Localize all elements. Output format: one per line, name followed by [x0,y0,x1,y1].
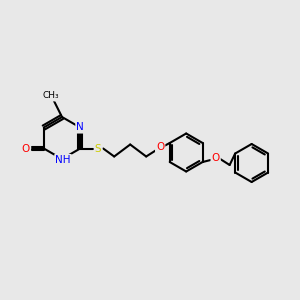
Text: S: S [95,143,101,154]
Text: O: O [22,143,30,154]
Text: N: N [76,122,84,133]
Text: NH: NH [55,155,71,165]
Text: O: O [156,142,164,152]
Text: O: O [212,153,220,163]
Text: CH₃: CH₃ [43,92,59,100]
